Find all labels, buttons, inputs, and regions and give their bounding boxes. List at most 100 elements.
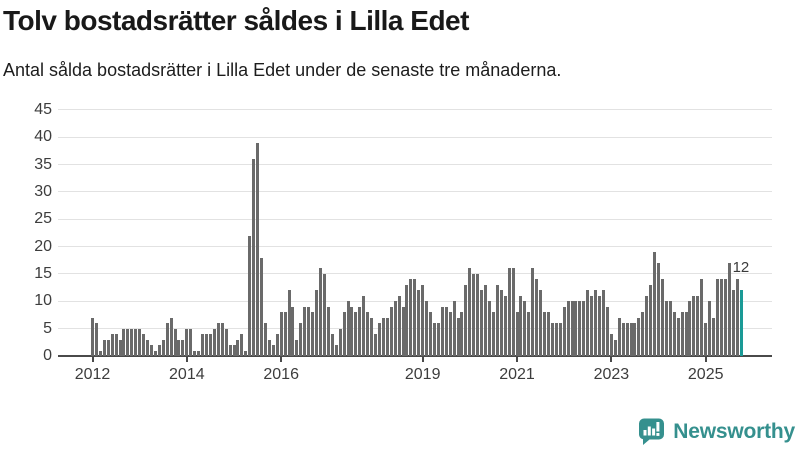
bar: [688, 301, 692, 356]
bar: [523, 301, 527, 356]
bar: [609, 334, 613, 356]
bar: [460, 312, 464, 356]
bar: [440, 306, 444, 356]
bar: [326, 306, 330, 356]
bar: [189, 328, 193, 356]
x-axis-tick-mark: [704, 357, 707, 362]
bar: [303, 306, 307, 356]
bar: [613, 339, 617, 356]
bar: [291, 306, 295, 356]
bar: [311, 312, 315, 356]
y-axis-tick-label: 20: [34, 237, 52, 255]
bar: [660, 279, 664, 356]
bar: [385, 317, 389, 356]
bar: [641, 312, 645, 356]
bar: [432, 323, 436, 356]
bar: [499, 290, 503, 356]
bar: [578, 301, 582, 356]
chart-subtitle: Antal sålda bostadsrätter i Lilla Edet u…: [3, 60, 562, 80]
bar: [157, 345, 161, 356]
bar: [338, 328, 342, 356]
bar: [570, 301, 574, 356]
bar: [389, 306, 393, 356]
bar: [275, 334, 279, 356]
bar: [598, 295, 602, 356]
bar: [110, 334, 114, 356]
bar: [256, 142, 260, 356]
bar: [374, 334, 378, 356]
bar: [413, 279, 417, 356]
bar: [566, 301, 570, 356]
bar: [472, 273, 476, 356]
x-axis-tick-label: 2025: [687, 366, 724, 383]
grid-line: [58, 273, 772, 275]
y-axis-tick-label: 5: [43, 319, 52, 337]
bar: [193, 350, 197, 356]
bar: [519, 295, 523, 356]
bar: [476, 273, 480, 356]
bar: [680, 312, 684, 356]
bar: [621, 323, 625, 356]
grid-line: [58, 246, 772, 248]
bar: [633, 323, 637, 356]
bar: [204, 334, 208, 356]
bar: [543, 312, 547, 356]
bar: [511, 268, 515, 356]
bar: [299, 323, 303, 356]
bar: [208, 334, 212, 356]
bar: [283, 312, 287, 356]
highlighted-bar: [739, 290, 743, 356]
bar: [700, 279, 704, 356]
bar: [484, 284, 488, 356]
y-axis-tick-label: 45: [34, 100, 52, 118]
bar: [224, 328, 228, 356]
bar: [456, 317, 460, 356]
bar: [617, 317, 621, 356]
bar: [401, 306, 405, 356]
bar: [708, 301, 712, 356]
x-axis-tick-mark: [421, 357, 424, 362]
bar: [491, 312, 495, 356]
bar: [495, 284, 499, 356]
x-axis-tick-label: 2023: [593, 366, 630, 383]
bar: [704, 323, 708, 356]
y-axis-tick-label: 10: [34, 292, 52, 310]
bar: [558, 323, 562, 356]
bar: [232, 345, 236, 356]
grid-line: [58, 218, 772, 220]
bar: [244, 350, 248, 356]
bar: [684, 312, 688, 356]
bar: [393, 301, 397, 356]
bar: [649, 284, 653, 356]
y-axis-tick-label: 35: [34, 155, 52, 173]
grid-line: [58, 109, 772, 111]
bar: [130, 328, 134, 356]
bar-value-label: 12: [732, 259, 750, 277]
bar: [645, 295, 649, 356]
bar: [177, 339, 181, 356]
bar: [287, 290, 291, 356]
bar: [723, 279, 727, 356]
bar: [397, 295, 401, 356]
bar: [252, 159, 256, 356]
bar: [295, 339, 299, 356]
bar: [169, 317, 173, 356]
bar: [173, 328, 177, 356]
bar: [480, 290, 484, 356]
bar: [362, 295, 366, 356]
bar: [377, 323, 381, 356]
grid-line: [58, 164, 772, 166]
bar: [322, 273, 326, 356]
bar: [676, 317, 680, 356]
bar: [318, 268, 322, 356]
speech-bubble-chart-icon: [639, 418, 665, 445]
bar: [201, 334, 205, 356]
bar: [452, 301, 456, 356]
bar: [146, 339, 150, 356]
bar: [539, 290, 543, 356]
x-axis-tick-mark: [91, 357, 94, 362]
bar: [142, 334, 146, 356]
bar: [735, 279, 739, 356]
bar: [629, 323, 633, 356]
